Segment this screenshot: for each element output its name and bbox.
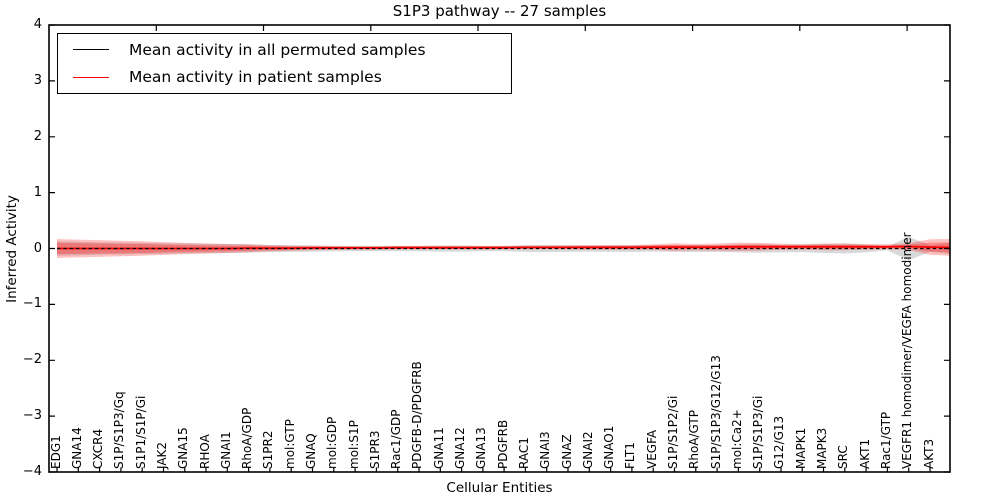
y-tick-label: 2 [33, 128, 42, 144]
x-tick-label: AKT1 [857, 438, 872, 469]
legend: Mean activity in all permuted samples Me… [57, 33, 512, 94]
x-tick-label: RHOA [197, 434, 212, 469]
x-tick-label: GNA15 [176, 427, 191, 469]
x-tick-label: CXCR4 [91, 428, 106, 469]
x-tick-label: AKT3 [921, 438, 936, 469]
x-tick-label: mol:S1P [346, 420, 361, 469]
x-tick-label: Rac1/GDP [389, 409, 404, 469]
legend-entry-permuted: Mean activity in all permuted samples [58, 36, 511, 63]
black-line-sample-icon [73, 49, 109, 51]
x-tick-label: MAPK1 [793, 427, 808, 469]
x-tick-label: S1P/S1P3/Gq [112, 391, 127, 469]
x-tick-label: GNAI2 [580, 431, 595, 469]
x-tick-label: GNA14 [69, 427, 84, 469]
x-tick-label: S1P/S1P3/G12/G13 [708, 355, 723, 469]
plot-frame [48, 24, 951, 473]
x-tick-label: JAK2 [154, 441, 169, 469]
legend-label-permuted: Mean activity in all permuted samples [129, 40, 426, 59]
legend-label-patient: Mean activity in patient samples [129, 68, 382, 87]
x-tick-label: G12/G13 [772, 415, 787, 469]
y-tick-label: 4 [33, 17, 42, 32]
x-tick-label: RAC1 [516, 437, 531, 469]
x-tick-label: S1PR2 [261, 430, 276, 469]
x-tick-label: GNA13 [474, 427, 489, 469]
x-axis-label: Cellular Entities [446, 480, 553, 496]
legend-entry-patient: Mean activity in patient samples [58, 64, 511, 91]
y-tick-label: 3 [33, 72, 42, 88]
x-tick-label: SRC [836, 445, 851, 469]
x-tick-label: S1PR3 [367, 430, 382, 469]
x-tick-label: GNA12 [453, 427, 468, 469]
x-tick-label: GNAZ [559, 434, 574, 469]
x-tick-label: S1P/S1P2/Gi [665, 395, 680, 469]
x-tick-label: EDG1 [48, 435, 63, 469]
x-tick-label: S1P1/S1P/Gi [133, 395, 148, 469]
x-tick-label: FLT1 [623, 442, 638, 469]
x-tick-label: GNAO1 [602, 425, 617, 469]
x-tick-label: Rac1/GTP [878, 411, 893, 469]
x-tick-label: PDGFB-D/PDGFRB [410, 361, 425, 469]
x-tick-label: GNAI3 [538, 431, 553, 469]
x-tick-label: mol:GTP [282, 419, 297, 469]
patient-mean-line [57, 245, 951, 250]
x-tick-label: GNAQ [304, 433, 318, 469]
y-tick-label: −4 [22, 464, 42, 479]
x-tick-label: mol:Ca2+ [729, 409, 744, 469]
y-tick-label: 0 [33, 240, 42, 256]
x-tick-label: VEGFR1 homodimer/VEGFA homodimer [900, 232, 915, 469]
x-tick-label: RhoA/GTP [687, 410, 702, 469]
y-tick-label: −1 [22, 296, 42, 312]
chart-title: S1P3 pathway -- 27 samples [392, 2, 607, 20]
y-tick-label: 1 [33, 184, 42, 200]
x-tick-label: MAPK3 [815, 427, 830, 469]
x-tick-label: PDGFRB [495, 419, 510, 469]
x-tick-label: S1P/S1P3/Gi [751, 395, 766, 469]
x-tick-label: mol:GDP [325, 416, 340, 469]
y-tick-label: −3 [22, 408, 42, 424]
x-tick-label: GNAI1 [218, 431, 233, 469]
y-tick-label: −2 [22, 352, 42, 368]
x-tick-label: VEGFA [644, 429, 659, 469]
red-line-sample-icon [73, 76, 109, 78]
x-tick-label: GNA11 [431, 427, 446, 469]
x-tick-label: RhoA/GDP [240, 407, 255, 469]
